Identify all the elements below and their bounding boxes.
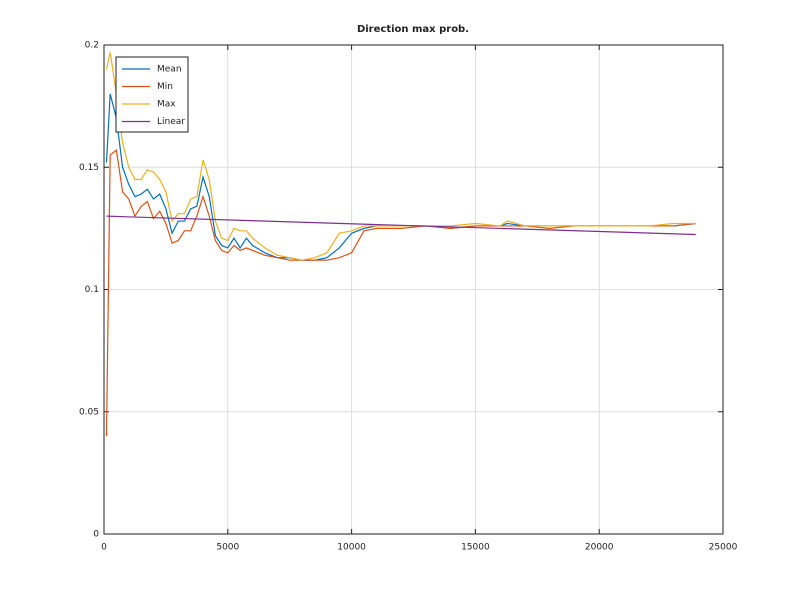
x-tick-label: 25000 xyxy=(709,543,738,553)
y-tick-label: 0.1 xyxy=(85,285,99,295)
x-tick-label: 5000 xyxy=(216,543,239,553)
chart-title: Direction max prob. xyxy=(357,24,469,35)
x-tick-label: 0 xyxy=(101,543,107,553)
legend-label: Max xyxy=(157,100,176,110)
legend-label: Mean xyxy=(157,65,182,75)
y-tick-label: 0.2 xyxy=(85,41,99,51)
legend-label: Min xyxy=(157,82,173,92)
x-tick-label: 15000 xyxy=(461,543,490,553)
series-line xyxy=(105,52,696,261)
x-tick-label: 10000 xyxy=(337,543,366,553)
legend-label: Linear xyxy=(157,117,185,127)
legend-box xyxy=(115,56,189,133)
y-tick-label: 0.05 xyxy=(79,407,99,417)
series-line xyxy=(105,93,696,261)
y-tick-label: 0 xyxy=(93,530,99,540)
series-line xyxy=(105,149,696,437)
y-tick-label: 0.15 xyxy=(79,163,99,173)
series-line xyxy=(106,215,696,236)
x-tick-label: 20000 xyxy=(585,543,614,553)
plot-frame xyxy=(103,44,724,535)
